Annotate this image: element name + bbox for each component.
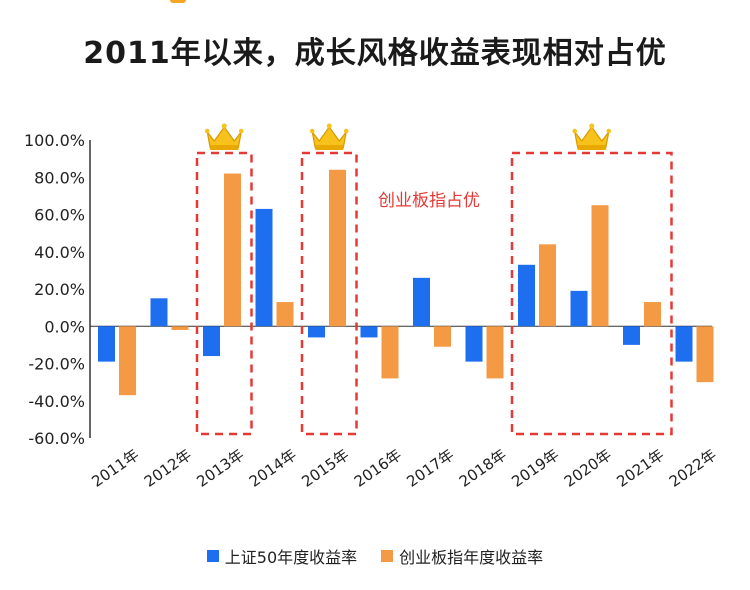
y-tick-label: 0.0% <box>44 317 85 336</box>
bar-sz50 <box>570 290 588 327</box>
y-tick-label: -40.0% <box>28 392 85 411</box>
bar-cyb <box>329 169 346 327</box>
annotations: 创业板指占优 <box>195 123 673 436</box>
legend-item-cyb: 创业板指年度收益率 <box>381 544 543 568</box>
crown-jewel <box>238 128 244 134</box>
x-category-label: 2016年 <box>351 446 405 491</box>
crown-band <box>210 145 239 150</box>
bar-sz50 <box>623 326 640 345</box>
x-category-label: 2019年 <box>508 446 562 491</box>
crown-band <box>315 145 344 150</box>
bar-cyb <box>381 326 399 379</box>
x-category-label: 2011年 <box>88 446 142 491</box>
legend: 上证50年度收益率 创业板指年度收益率 <box>0 544 750 568</box>
legend-label-cyb: 创业板指年度收益率 <box>399 548 544 567</box>
crown-body <box>574 125 610 149</box>
crown-icon <box>572 123 612 150</box>
bar-sz50 <box>150 298 168 327</box>
bars: 2011年2012年2013年2014年2015年2016年2017年2018年… <box>88 169 720 491</box>
x-category-label: 2015年 <box>298 446 352 491</box>
crown-jewel <box>343 128 349 134</box>
bar-sz50 <box>360 326 378 338</box>
bar-cyb <box>224 173 241 327</box>
crown-jewel <box>221 123 227 129</box>
crown-jewel <box>606 128 612 134</box>
x-category-label: 2017年 <box>403 446 457 491</box>
crown-jewel <box>572 128 578 134</box>
crown-band <box>577 145 606 150</box>
bar-cyb <box>434 326 451 347</box>
bar-sz50 <box>98 326 115 362</box>
bar-cyb <box>276 302 294 327</box>
x-category-label: 2014年 <box>246 446 300 491</box>
legend-label-sz50: 上证50年度收益率 <box>224 548 358 567</box>
bar-sz50 <box>203 326 220 357</box>
annotation-text: 创业板指占优 <box>378 191 480 211</box>
legend-swatch-sz50 <box>206 550 219 562</box>
y-tick-label: 40.0% <box>34 243 85 262</box>
bar-sz50 <box>413 277 430 327</box>
legend-item-sz50: 上证50年度收益率 <box>206 544 358 568</box>
crown-body <box>311 125 347 149</box>
crown-body <box>206 125 242 149</box>
crown-jewel <box>309 128 315 134</box>
x-category-label: 2013年 <box>193 446 247 491</box>
bar-sz50 <box>675 326 693 362</box>
legend-swatch-cyb <box>381 550 394 562</box>
crown-icon <box>204 123 244 150</box>
bar-cyb <box>591 205 609 327</box>
bar-sz50 <box>255 208 273 327</box>
x-category-label: 2021年 <box>613 446 667 491</box>
bar-sz50 <box>518 264 535 327</box>
bar-sz50 <box>308 326 325 338</box>
bar-cyb <box>539 244 556 327</box>
bar-sz50 <box>465 326 483 362</box>
crown-jewel <box>326 123 332 129</box>
x-category-label: 2012年 <box>141 446 195 491</box>
x-category-label: 2020年 <box>561 446 615 491</box>
bar-cyb <box>119 326 136 396</box>
corner-decoration <box>170 0 186 3</box>
crown-icon <box>309 123 349 150</box>
y-tick-label: 20.0% <box>34 280 85 299</box>
chart-title: 2011年以来，成长风格收益表现相对占优 <box>83 36 667 71</box>
crown-jewel <box>204 128 210 134</box>
bar-cyb <box>644 302 661 327</box>
crown-jewel <box>589 123 595 129</box>
y-tick-label: 100.0% <box>24 131 85 150</box>
x-category-label: 2018年 <box>456 446 510 491</box>
bar-cyb <box>696 326 714 383</box>
axes: 100.0% 80.0% 60.0% 40.0% 20.0% 0.0% -20.0% -40.… <box>24 131 712 448</box>
y-tick-label: -20.0% <box>28 355 85 374</box>
x-category-label: 2022年 <box>666 446 720 491</box>
y-tick-label: 60.0% <box>34 206 85 225</box>
y-tick-label: -60.0% <box>28 429 85 448</box>
highlight-box <box>510 151 673 436</box>
bar-cyb <box>486 326 504 379</box>
bar-cyb <box>171 326 189 330</box>
y-tick-label: 80.0% <box>34 168 85 187</box>
